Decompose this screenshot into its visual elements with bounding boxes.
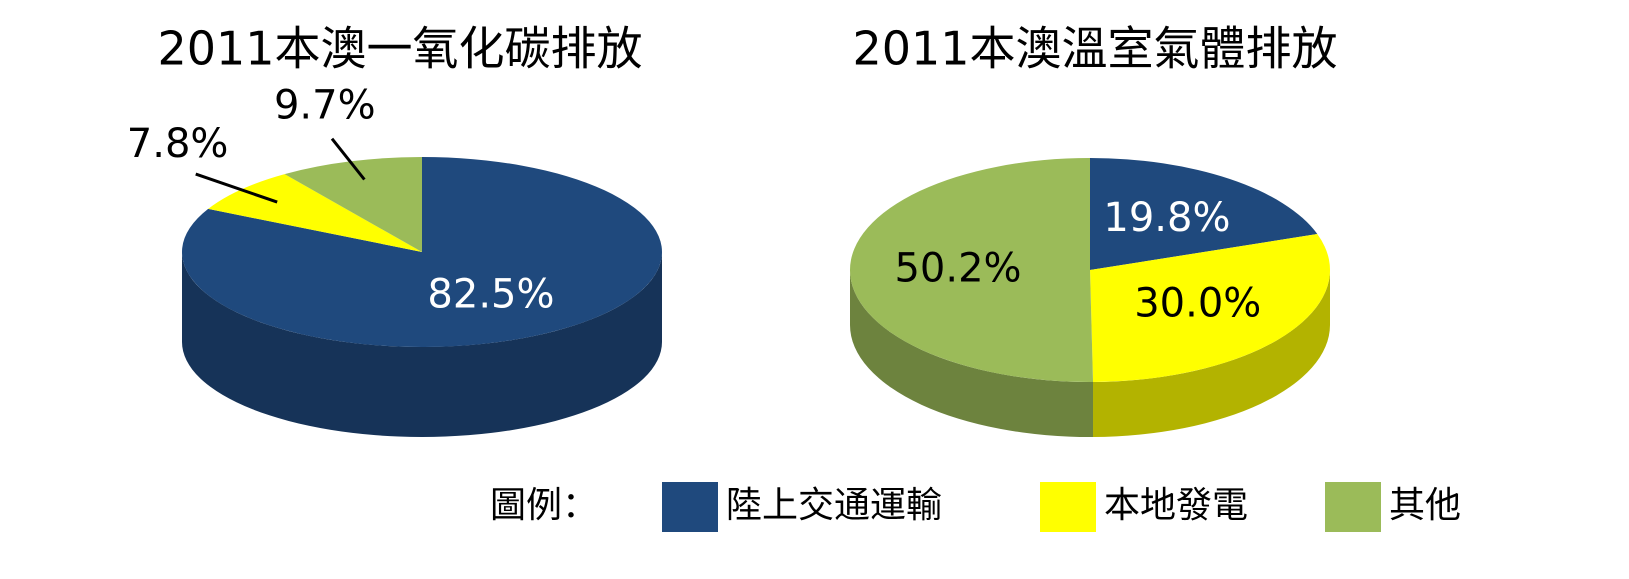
- legend-swatch: [662, 482, 718, 532]
- chart-title: 2011本澳一氧化碳排放: [157, 22, 642, 76]
- legend-title: 圖例：: [490, 485, 598, 526]
- legend-swatch: [1325, 482, 1381, 532]
- data-label: 9.7%: [274, 83, 376, 129]
- chart-title: 2011本澳溫室氣體排放: [852, 22, 1337, 76]
- legend-label: 其他: [1389, 485, 1461, 526]
- slice: [208, 174, 422, 252]
- slice: [1090, 234, 1330, 382]
- slice: [284, 157, 422, 252]
- legend-label: 本地發電: [1104, 485, 1248, 526]
- slice-side: [1093, 270, 1331, 437]
- slice: [1090, 158, 1318, 270]
- legend-label: 陸上交通運輸: [726, 485, 942, 526]
- slice-side: [182, 252, 662, 437]
- data-label: 19.8%: [1103, 195, 1230, 241]
- slice-side: [850, 270, 1094, 437]
- leader-line: [330, 137, 366, 181]
- legend-swatch: [1040, 482, 1096, 532]
- slice: [850, 158, 1094, 382]
- data-label: 50.2%: [894, 245, 1021, 291]
- data-label: 82.5%: [427, 272, 554, 318]
- data-label: 30.0%: [1134, 281, 1261, 327]
- leader-line: [195, 172, 278, 204]
- data-label: 7.8%: [127, 121, 229, 167]
